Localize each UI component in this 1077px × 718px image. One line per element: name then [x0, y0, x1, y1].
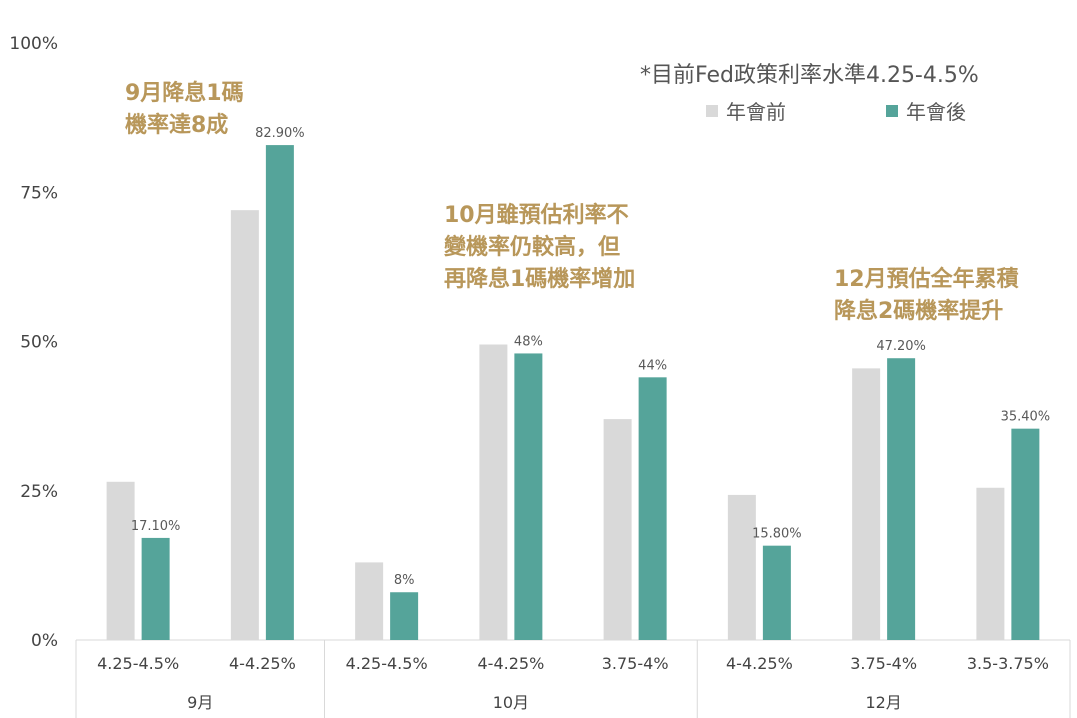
bar-before	[603, 419, 632, 640]
bar-after	[638, 377, 667, 640]
category-label: 3.75-4%	[850, 654, 917, 673]
bar-after	[1011, 428, 1040, 640]
category-label: 4-4.25%	[477, 654, 544, 673]
bars	[106, 145, 1040, 640]
category-table: 4.25-4.5% 4-4.25% 4.25-4.5% 4-4.25% 3.75-4% 4…	[75, 639, 1071, 718]
legend-swatch-before	[706, 105, 718, 117]
category-label: 4-4.25%	[229, 654, 296, 673]
group-label: 9月	[187, 693, 213, 712]
y-axis: 0% 25% 50% 75% 100%	[9, 34, 58, 651]
data-label: 35.40%	[1001, 410, 1051, 425]
bar-before	[230, 210, 259, 640]
annotation-line: 變機率仍較高，但	[444, 234, 620, 260]
legend-swatch-after	[886, 105, 898, 117]
annotation-line: 機率達8成	[125, 112, 228, 138]
bar-before	[355, 562, 384, 640]
y-tick-label: 0%	[31, 631, 58, 651]
policy-rate-note: *目前Fed政策利率水準4.25-4.5%	[640, 63, 979, 88]
bar-before	[106, 481, 135, 640]
data-label: 8%	[394, 573, 415, 588]
annotation-line: 9月降息1碼	[125, 80, 244, 106]
group-label: 10月	[493, 693, 529, 712]
legend: *目前Fed政策利率水準4.25-4.5% 年會前 年會後	[640, 63, 979, 124]
bar-before	[976, 487, 1005, 640]
category-label: 3.75-4%	[602, 654, 669, 673]
group-label: 12月	[865, 693, 901, 712]
annotation-line: 再降息1碼機率增加	[444, 266, 635, 292]
annotation-line: 12月預估全年累積	[834, 266, 1020, 292]
data-label: 47.20%	[876, 339, 926, 354]
data-label: 82.90%	[255, 126, 305, 141]
bar-after	[762, 545, 791, 640]
bar-after	[141, 537, 170, 640]
category-label: 4.25-4.5%	[97, 654, 179, 673]
data-label: 44%	[638, 358, 667, 373]
annotation-line: 降息2碼機率提升	[834, 298, 1003, 324]
category-label: 3.5-3.75%	[967, 654, 1049, 673]
legend-label-before: 年會前	[726, 100, 786, 124]
bar-before	[727, 494, 756, 640]
data-labels: 17.10% 82.90% 8% 48% 44% 15.80% 47.20% 35.40%	[131, 126, 1050, 588]
bar-after	[514, 353, 543, 640]
y-tick-label: 25%	[20, 482, 58, 502]
bar-before	[852, 368, 881, 640]
bar-before	[479, 344, 508, 640]
data-label: 15.80%	[752, 527, 802, 542]
bar-after	[265, 145, 294, 640]
data-label: 48%	[514, 334, 543, 349]
legend-label-after: 年會後	[906, 100, 966, 124]
y-tick-label: 75%	[20, 183, 58, 203]
y-tick-label: 50%	[20, 333, 58, 353]
category-label: 4.25-4.5%	[346, 654, 428, 673]
bar-after	[887, 358, 916, 640]
annotation-line: 10月雖預估利率不	[444, 202, 629, 228]
category-label: 4-4.25%	[726, 654, 793, 673]
bar-after	[390, 592, 419, 640]
y-tick-label: 100%	[9, 34, 58, 54]
data-label: 17.10%	[131, 519, 181, 534]
